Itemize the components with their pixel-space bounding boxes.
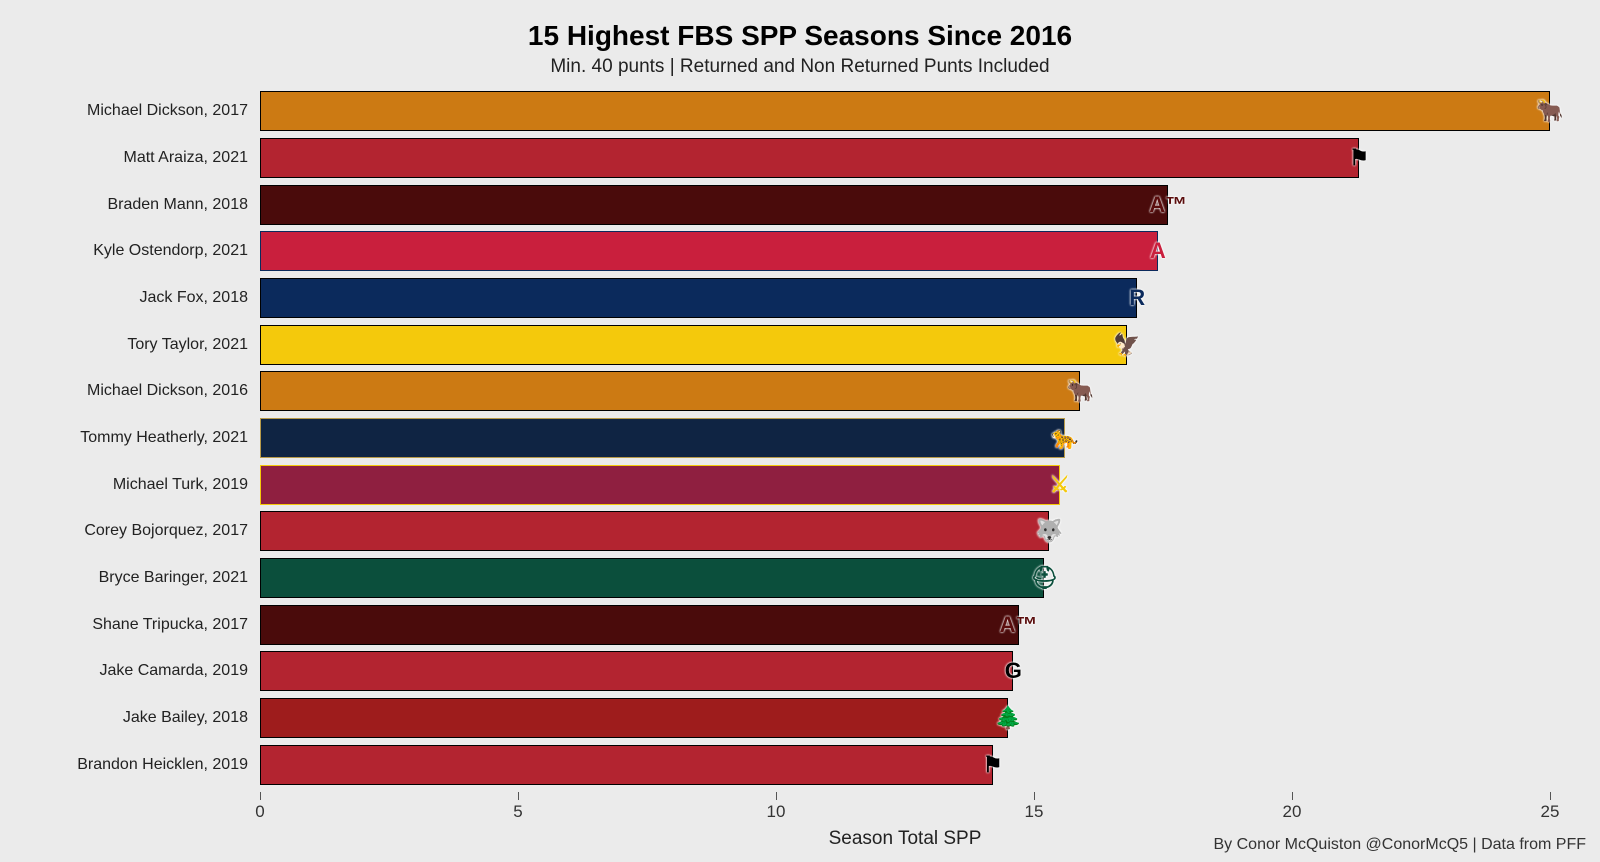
bar (260, 698, 1008, 738)
bar (260, 651, 1013, 691)
y-axis-label: Michael Dickson, 2017 (30, 102, 260, 120)
bar-row: Michael Dickson, 2017🐂 (260, 91, 1550, 131)
y-axis-label: Jake Bailey, 2018 (30, 709, 260, 727)
chart-subtitle: Min. 40 punts | Returned and Non Returne… (30, 56, 1570, 78)
bar (260, 138, 1359, 178)
x-tick-label: 10 (767, 802, 786, 822)
y-axis-label: Michael Turk, 2019 (30, 476, 260, 494)
bar-row: Michael Turk, 2019⚔ (260, 465, 1550, 505)
y-axis-label: Brandon Heicklen, 2019 (30, 756, 260, 774)
y-axis-label: Bryce Baringer, 2021 (30, 569, 260, 587)
bar (260, 325, 1127, 365)
bar (260, 745, 993, 785)
y-axis-label: Shane Tripucka, 2017 (30, 616, 260, 634)
x-tick (1550, 792, 1551, 800)
bar (260, 511, 1049, 551)
bar-row: Kyle Ostendorp, 2021A (260, 231, 1550, 271)
bar-row: Bryce Baringer, 2021⛑ (260, 558, 1550, 598)
chart-container: 15 Highest FBS SPP Seasons Since 2016 Mi… (0, 0, 1600, 862)
bar-row: Braden Mann, 2018A™ (260, 185, 1550, 225)
credit-text: By Conor McQuiston @ConorMcQ5 | Data fro… (1214, 836, 1587, 854)
y-axis-label: Jake Camarda, 2019 (30, 662, 260, 680)
bar-row: Shane Tripucka, 2017A™ (260, 605, 1550, 645)
bar-row: Jake Bailey, 2018🌲 (260, 698, 1550, 738)
x-axis-title: Season Total SPP (829, 828, 982, 850)
bar-row: Jake Camarda, 2019G (260, 651, 1550, 691)
bar (260, 558, 1044, 598)
bar (260, 91, 1550, 131)
x-tick-label: 25 (1541, 802, 1560, 822)
bar (260, 371, 1080, 411)
y-axis-label: Corey Bojorquez, 2017 (30, 522, 260, 540)
y-axis-label: Tommy Heatherly, 2021 (30, 429, 260, 447)
bar (260, 231, 1158, 271)
bar (260, 185, 1168, 225)
x-tick-label: 0 (255, 802, 264, 822)
bar (260, 605, 1019, 645)
x-tick-label: 15 (1025, 802, 1044, 822)
bar-row: Corey Bojorquez, 2017🐺 (260, 511, 1550, 551)
bar-row: Matt Araiza, 2021⚑ (260, 138, 1550, 178)
y-axis-label: Kyle Ostendorp, 2021 (30, 242, 260, 260)
x-tick (1034, 792, 1035, 800)
x-tick-label: 20 (1283, 802, 1302, 822)
plot-area: Michael Dickson, 2017🐂 Matt Araiza, 2021⚑… (260, 88, 1550, 788)
bar-row: Tory Taylor, 2021🦅 (260, 325, 1550, 365)
x-tick (1292, 792, 1293, 800)
bar-row: Brandon Heicklen, 2019⚑ (260, 745, 1550, 785)
y-axis-label: Michael Dickson, 2016 (30, 382, 260, 400)
titles-block: 15 Highest FBS SPP Seasons Since 2016 Mi… (30, 20, 1570, 78)
x-tick (776, 792, 777, 800)
bar-row: Michael Dickson, 2016🐂 (260, 371, 1550, 411)
chart-title: 15 Highest FBS SPP Seasons Since 2016 (30, 20, 1570, 52)
bar (260, 465, 1060, 505)
bar-row: Tommy Heatherly, 2021🐆 (260, 418, 1550, 458)
bar-row: Jack Fox, 2018R (260, 278, 1550, 318)
x-tick-label: 5 (513, 802, 522, 822)
y-axis-label: Tory Taylor, 2021 (30, 336, 260, 354)
x-tick (260, 792, 261, 800)
x-tick (518, 792, 519, 800)
y-axis-label: Jack Fox, 2018 (30, 289, 260, 307)
bar (260, 278, 1137, 318)
y-axis-label: Braden Mann, 2018 (30, 196, 260, 214)
y-axis-label: Matt Araiza, 2021 (30, 149, 260, 167)
bar (260, 418, 1065, 458)
bars-layer: Michael Dickson, 2017🐂 Matt Araiza, 2021⚑… (260, 88, 1550, 788)
